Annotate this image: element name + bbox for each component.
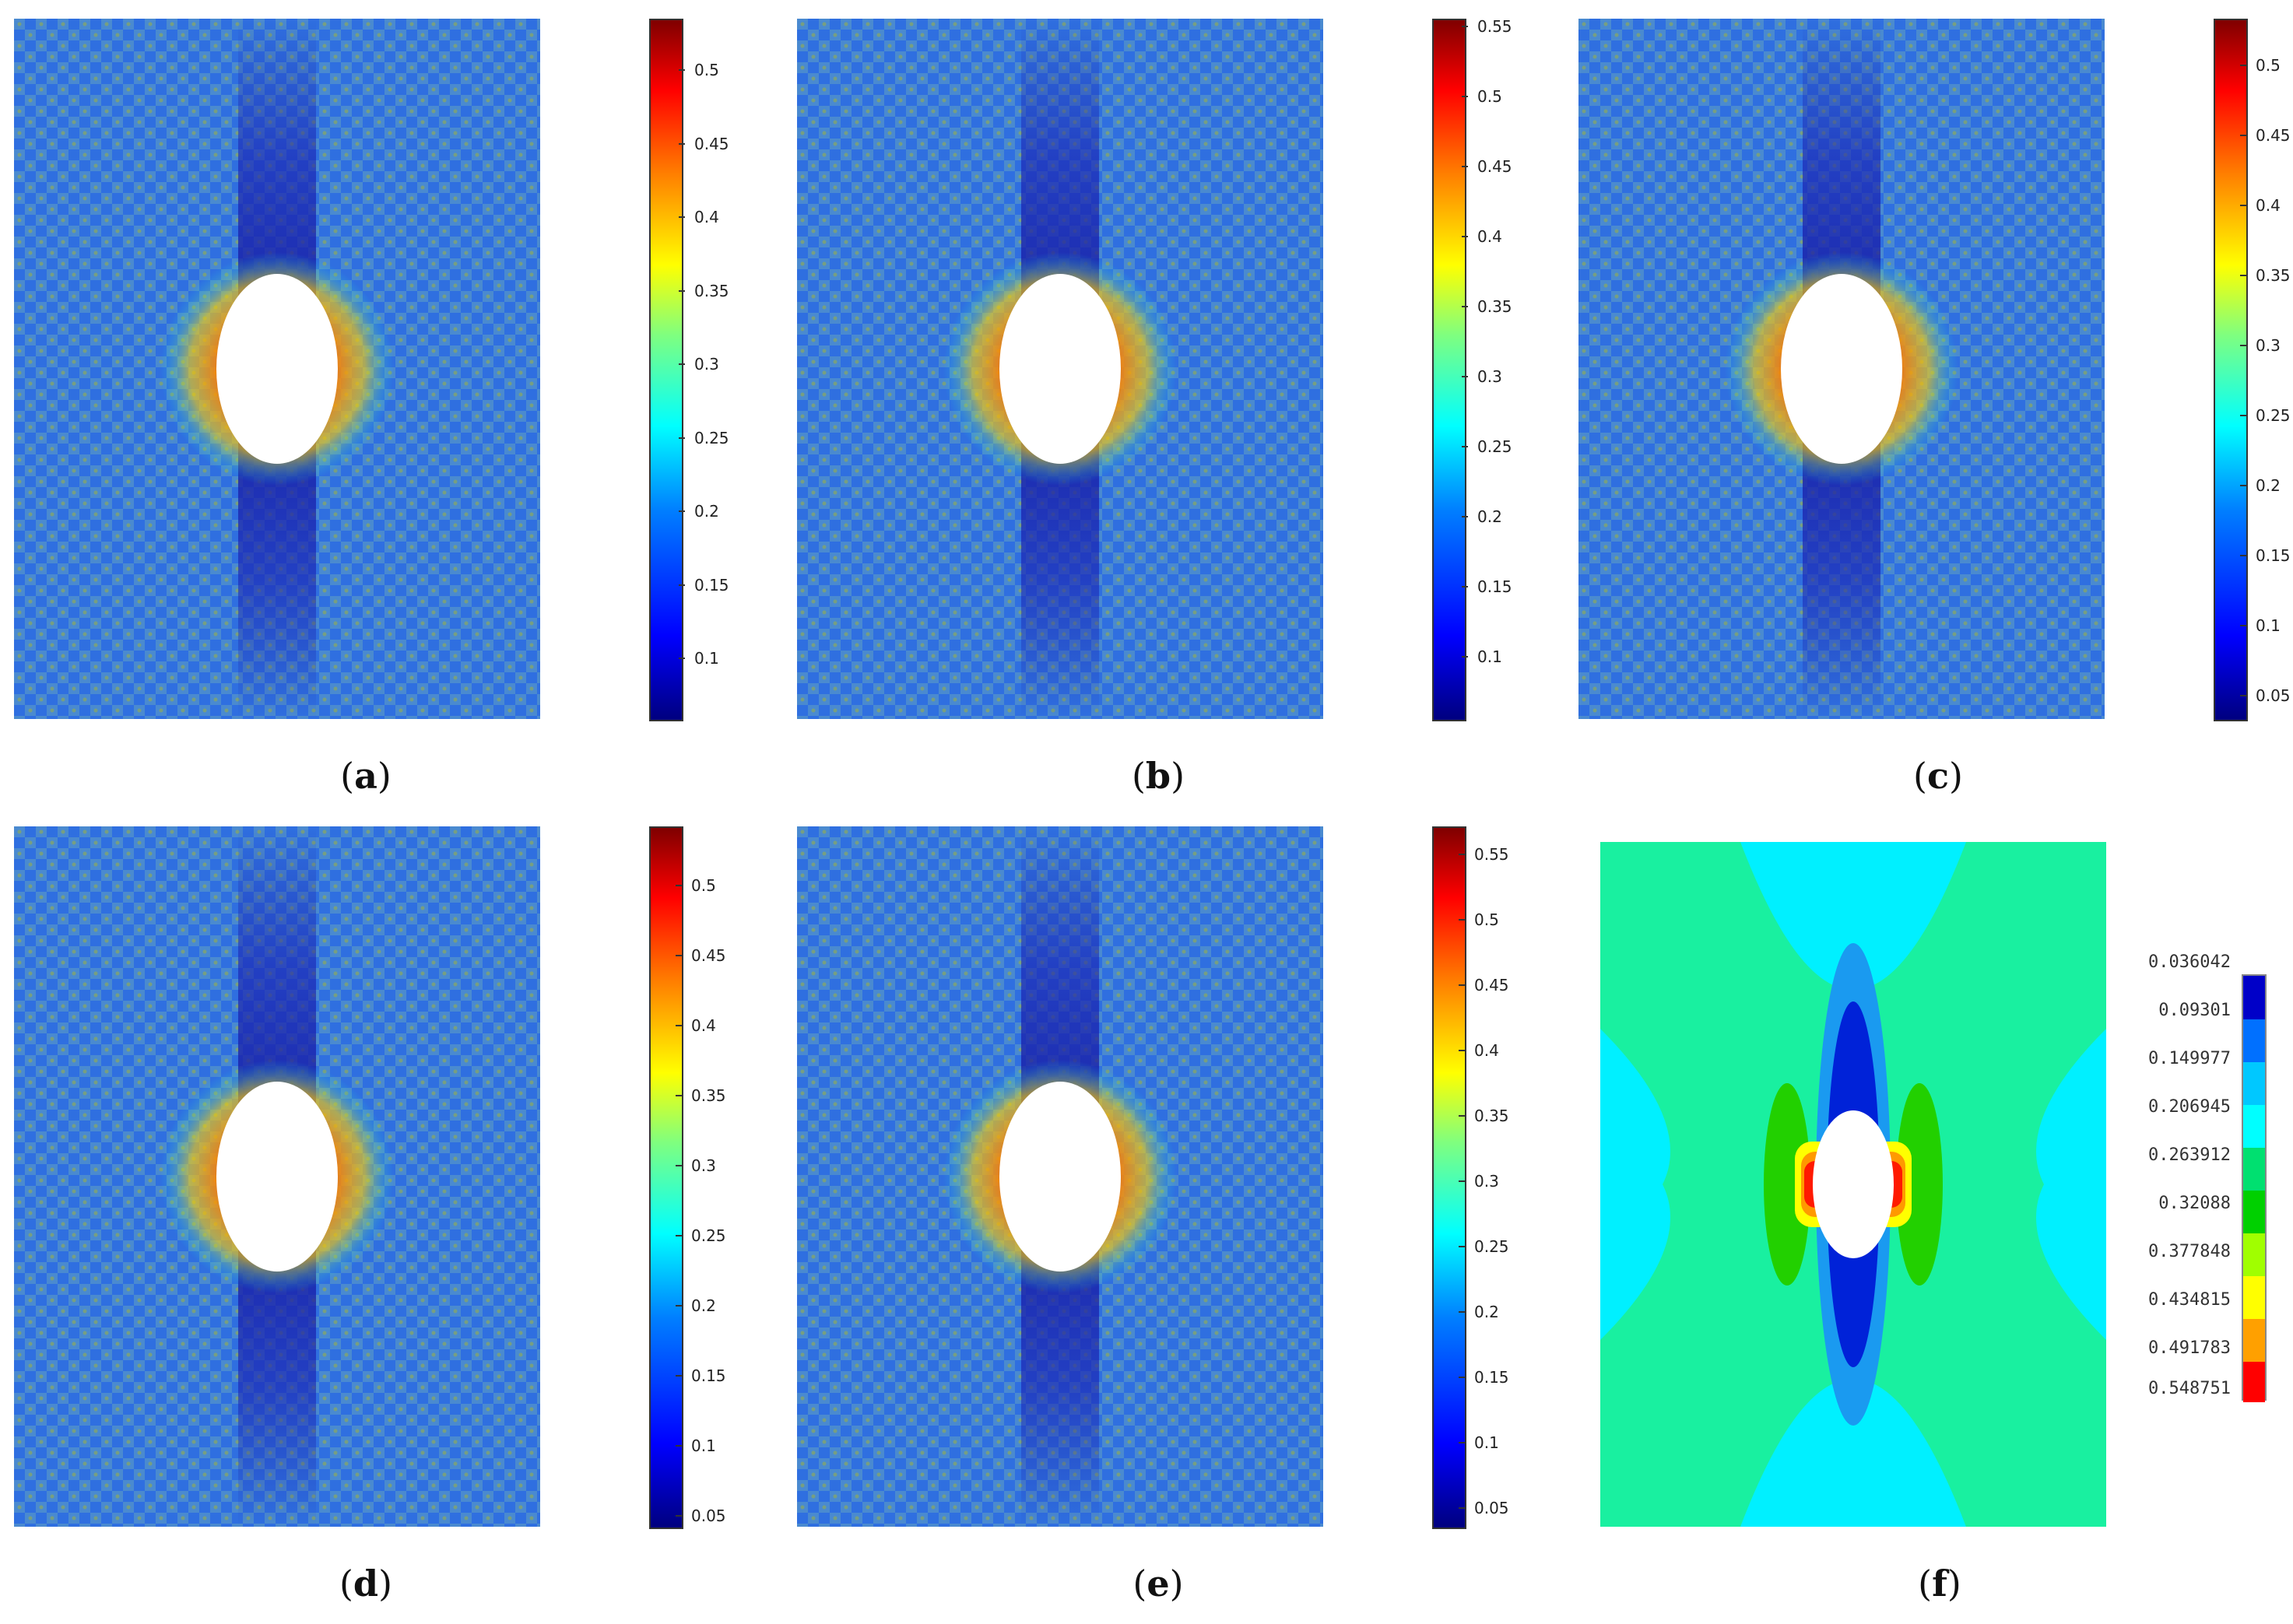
caption-f: (f): [1918, 1563, 1961, 1605]
colorbar-tick: 0.15: [676, 1366, 726, 1385]
colorbar-tick: 0.1: [1462, 647, 1502, 666]
colorbar-tick: 0.35: [1459, 1107, 1509, 1125]
colorbar-tick: 0.45: [679, 135, 729, 153]
colorbar-tick: 0.1: [679, 649, 719, 668]
caption-a: (a): [340, 755, 392, 797]
colorbar-tick: 0.4: [679, 208, 719, 226]
colorbar-tick: 0.3: [679, 355, 719, 374]
colorbar-tick: 0.15: [1462, 577, 1512, 596]
colorbar-tick: 0.5: [2240, 56, 2281, 75]
colorbar-tick: 0.2: [1459, 1303, 1499, 1321]
colorbar-tick: 0.3: [1459, 1172, 1499, 1191]
stress-field-plot-d: [14, 826, 540, 1527]
legend-label-f: 0.149977: [2148, 1049, 2231, 1068]
colorbar-tick: 0.05: [676, 1506, 726, 1525]
legend-label-f: 0.09301: [2158, 1001, 2231, 1020]
colorbar-tick: 0.2: [679, 502, 719, 521]
colorbar-tick: 0.2: [676, 1296, 716, 1315]
colorbar-tick: 0.3: [1462, 367, 1502, 386]
colorbar-b: [1432, 19, 1466, 721]
legend-label-f: 0.036042: [2148, 952, 2231, 972]
contour-field-f: [1600, 842, 2106, 1527]
colorbar-tick: 0.25: [1462, 437, 1512, 456]
colorbar-tick: 0.1: [676, 1436, 716, 1455]
contour-plot-f: [1600, 842, 2106, 1527]
colorbar-tick: 0.3: [2240, 336, 2281, 355]
colorbar-tick: 0.3: [676, 1156, 716, 1175]
colorbar-tick: 0.5: [676, 876, 716, 895]
stress-field-plot-a: [14, 19, 540, 719]
colorbar-tick: 0.25: [679, 429, 729, 447]
colorbar-tick: 0.45: [1459, 976, 1509, 994]
caption-c: (c): [1913, 755, 1963, 797]
legend-label-f: 0.263912: [2148, 1145, 2231, 1165]
colorbar-tick: 0.4: [676, 1016, 716, 1035]
colorbar-tick: 0.35: [2240, 266, 2291, 285]
stress-field-d: [14, 826, 540, 1527]
colorbar-tick: 0.55: [1462, 17, 1512, 36]
legend-label-f: 0.548751: [2148, 1379, 2231, 1398]
colorbar-tick: 0.5: [1459, 910, 1499, 929]
legend-label-f: 0.206945: [2148, 1097, 2231, 1117]
colorbar-tick: 0.4: [2240, 196, 2281, 215]
legend-bar-f: [2242, 974, 2267, 1402]
colorbar-tick: 0.1: [2240, 616, 2281, 635]
stress-field-plot-e: [797, 826, 1323, 1527]
colorbar-tick: 0.35: [1462, 297, 1512, 316]
colorbar-tick: 0.35: [676, 1086, 726, 1105]
stress-field-plot-c: [1578, 19, 2105, 719]
colorbar-tick: 0.45: [676, 946, 726, 965]
colorbar-tick: 0.25: [676, 1226, 726, 1245]
colorbar-tick: 0.45: [2240, 126, 2291, 145]
colorbar-tick: 0.45: [1462, 157, 1512, 176]
colorbar-tick: 0.05: [2240, 686, 2291, 705]
legend-label-f: 0.434815: [2148, 1290, 2231, 1310]
stress-field-c: [1578, 19, 2105, 719]
colorbar-tick: 0.1: [1459, 1433, 1499, 1452]
legend-label-f: 0.32088: [2158, 1194, 2231, 1213]
colorbar-tick: 0.4: [1459, 1041, 1499, 1060]
colorbar-e: [1432, 826, 1466, 1529]
colorbar-a: [649, 19, 683, 721]
colorbar-tick: 0.05: [1459, 1499, 1509, 1517]
colorbar-tick: 0.35: [679, 282, 729, 300]
colorbar-tick: 0.25: [2240, 406, 2291, 425]
colorbar-tick: 0.15: [2240, 546, 2291, 565]
colorbar-tick: 0.5: [1462, 87, 1502, 106]
stress-field-e: [797, 826, 1323, 1527]
colorbar-tick: 0.2: [2240, 476, 2281, 495]
legend-label-f: 0.491783: [2148, 1338, 2231, 1358]
colorbar-tick: 0.15: [1459, 1368, 1509, 1387]
stress-field-a: [14, 19, 540, 719]
caption-e: (e): [1132, 1563, 1184, 1605]
colorbar-c: [2214, 19, 2248, 721]
legend-label-f: 0.377848: [2148, 1242, 2231, 1261]
colorbar-d: [649, 826, 683, 1529]
colorbar-tick: 0.4: [1462, 227, 1502, 246]
caption-d: (d): [339, 1563, 393, 1605]
colorbar-tick: 0.5: [679, 61, 719, 79]
colorbar-tick: 0.55: [1459, 845, 1509, 864]
stress-field-plot-b: [797, 19, 1323, 719]
colorbar-tick: 0.25: [1459, 1237, 1509, 1256]
colorbar-tick: 0.2: [1462, 507, 1502, 526]
stress-field-b: [797, 19, 1323, 719]
caption-b: (b): [1131, 755, 1185, 797]
colorbar-tick: 0.15: [679, 576, 729, 595]
